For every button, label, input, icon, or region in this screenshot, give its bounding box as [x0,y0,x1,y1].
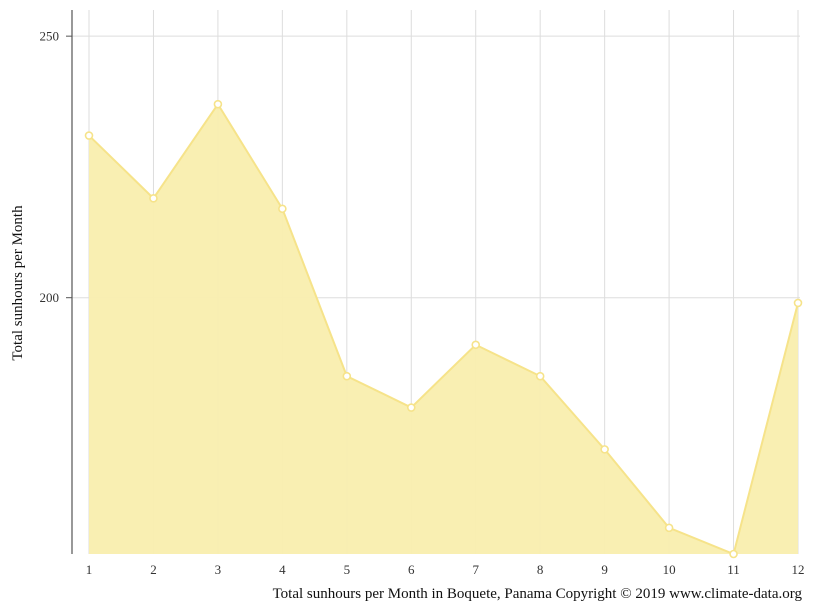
x-tick-label: 12 [792,562,805,577]
sunhours-line [88,102,799,556]
data-point [278,204,287,214]
chart-caption: Total sunhours per Month in Boquete, Pan… [273,586,803,602]
x-tick-label: 4 [279,562,286,577]
data-point [729,549,738,559]
data-point [664,523,674,533]
data-point [535,371,545,381]
x-tick-label: 7 [472,562,479,577]
gridlines [72,10,800,554]
y-tick-label: 200 [40,290,60,305]
x-tick-label: 2 [150,562,157,577]
x-tick-label: 9 [601,562,608,577]
x-tick-label: 11 [727,562,740,577]
x-tick-label: 3 [215,562,222,577]
data-point [213,99,223,109]
x-tick-label: 1 [86,562,93,577]
x-tick-label: 5 [344,562,351,577]
y-axis-title: Total sunhours per Month [10,205,26,361]
data-points [84,99,803,559]
x-tick-label: 6 [408,562,415,577]
data-point [84,131,94,140]
data-point [600,445,609,454]
sunhours-area [89,104,798,555]
data-point [793,298,803,308]
y-tick-label: 250 [40,29,60,44]
x-tick-label: 10 [663,562,676,577]
data-point [149,194,158,203]
data-point [406,403,416,412]
data-point [471,340,481,350]
axes [66,10,73,554]
x-tick-label: 8 [537,562,544,577]
data-point [342,371,352,381]
